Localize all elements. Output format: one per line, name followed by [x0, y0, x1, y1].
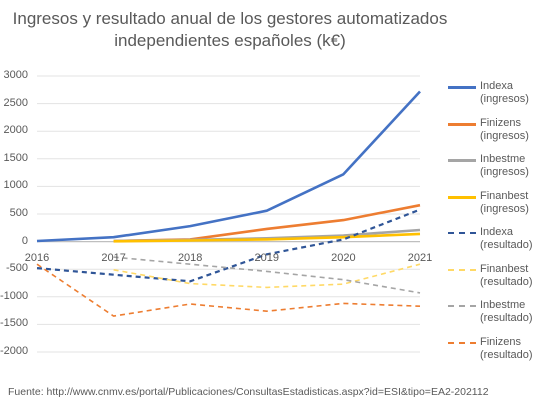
legend-label-line: Inbestme [480, 153, 526, 165]
legend-label: Indexa (resultado) [480, 226, 540, 252]
y-tick-label: -1500 [0, 317, 29, 330]
legend-swatch [448, 86, 476, 89]
legend-item: Finanbest (resultado) [448, 263, 540, 293]
series-line-6 [113, 256, 421, 294]
legend-item: Finizens (ingresos) [448, 117, 540, 147]
legend-label: Finizens (resultado) [480, 336, 540, 362]
x-tick-label: 2016 [24, 251, 50, 264]
legend-label-line: (ingresos) [480, 202, 529, 215]
chart-title-line-1: Ingresos y resultado anual de los gestor… [12, 9, 448, 28]
legend-item: Inbestme (ingresos) [448, 153, 540, 183]
legend-item: Indexa (resultado) [448, 226, 540, 256]
legend-label: Finanbest (ingresos) [480, 190, 540, 216]
y-tick-label: 2000 [3, 124, 28, 137]
legend-item: Finizens (resultado) [448, 336, 540, 366]
legend-label-line: (ingresos) [480, 129, 529, 142]
y-tick-label: -500 [5, 262, 28, 275]
y-tick-label: 1000 [3, 179, 28, 192]
y-tick-label: 500 [9, 207, 28, 219]
legend-label-line: (ingresos) [480, 93, 529, 105]
legend-label-line: Finanbest [480, 189, 529, 202]
legend-swatch [448, 232, 476, 234]
legend-label-line: (resultado) [480, 239, 533, 251]
legend-item: Finanbest (ingresos) [448, 190, 540, 220]
x-tick-label: 2020 [331, 251, 356, 264]
legend-label-line: (resultado) [480, 312, 533, 324]
y-tick-label: -1000 [0, 289, 29, 302]
y-tick-label: -2000 [0, 345, 29, 357]
series-line-3 [113, 232, 421, 243]
x-tick-label: 2018 [177, 251, 203, 264]
legend-label-line: Indexa [480, 226, 514, 238]
legend-item: Inbestme (resultado) [448, 299, 540, 329]
legend-swatch [448, 341, 476, 344]
legend-swatch [448, 122, 476, 126]
chart-title-line-2: independientes españoles (k€) [114, 31, 346, 50]
y-tick-label: 2500 [3, 96, 28, 109]
x-tick-label: 2021 [407, 251, 433, 264]
x-tick-label: 2019 [254, 251, 280, 264]
legend-label-line: (ingresos) [480, 166, 529, 178]
y-tick-label: 1500 [3, 151, 28, 164]
legend-item: Indexa (ingresos) [448, 80, 540, 110]
x-tick-label: 2017 [101, 251, 126, 264]
legend-label-line: Indexa [480, 80, 514, 92]
legend-swatch [448, 195, 476, 199]
legend-swatch [448, 268, 476, 271]
series-line-5 [113, 263, 421, 289]
legend-label-line: Finanbest [480, 262, 529, 275]
series-line-0 [36, 90, 421, 243]
legend-label-line: (resultado) [480, 348, 533, 361]
legend-label: Indexa (ingresos) [480, 80, 540, 106]
legend-label: Inbestme (ingresos) [480, 153, 540, 179]
source-note: Fuente: http://www.cnmv.es/portal/Public… [8, 386, 489, 398]
legend-label-line: Finizens [480, 335, 521, 348]
legend-label: Finizens (ingresos) [480, 117, 540, 143]
series-line-4 [36, 208, 421, 283]
y-tick-label: 3000 [3, 69, 28, 81]
legend-label-line: Finizens [480, 116, 521, 129]
legend-swatch [448, 305, 476, 307]
legend-label: Finanbest (resultado) [480, 263, 540, 289]
series-line-7 [36, 263, 421, 317]
legend-label-line: (resultado) [480, 275, 533, 288]
legend-label-line: Inbestme [480, 299, 526, 311]
y-tick-label: 0 [21, 234, 28, 247]
legend-swatch [448, 159, 476, 162]
legend-label: Inbestme (resultado) [480, 299, 540, 325]
